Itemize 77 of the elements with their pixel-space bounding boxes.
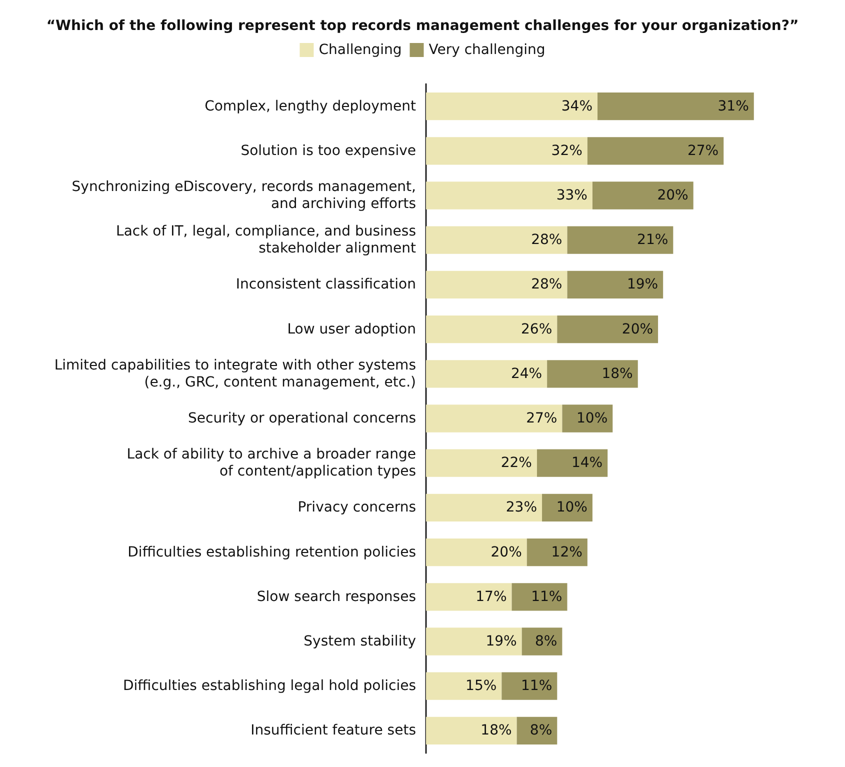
data-label: 10% [556, 500, 588, 516]
data-label: 34% [561, 98, 593, 114]
data-label: 23% [506, 500, 538, 516]
data-label: 18% [602, 366, 633, 382]
data-label: 22% [500, 455, 532, 472]
data-label: 8% [530, 722, 552, 739]
y-tick-label: Lack of IT, legal, compliance, and business stakeholder alignment [116, 224, 416, 257]
data-label: 20% [657, 188, 688, 204]
data-label: 20% [490, 544, 522, 560]
y-tick-label: Complex, lengthy deployment [204, 98, 416, 114]
y-tick-label: Security or operational concerns [188, 410, 416, 426]
y-tick-label: Insufficient feature sets [250, 722, 416, 739]
y-tick-label: Limited capabilities to integrate with other systems (e.g., GRC, content management, etc.) [54, 357, 416, 390]
y-tick-label: Difficulties establishing retention policies [128, 544, 416, 560]
bar [536, 449, 608, 477]
data-label: 10% [576, 410, 608, 426]
bar [547, 360, 638, 388]
bar [542, 494, 592, 522]
y-tick-label: Synchronizing eDiscovery, records management, and archiving efforts [72, 179, 416, 212]
y-tick-label: Solution is too expensive [240, 142, 416, 159]
data-label: 33% [556, 188, 588, 204]
y-tick-label: Difficulties establishing legal hold policies [122, 678, 416, 694]
y-tick-label: Privacy concerns [298, 500, 416, 516]
bar [426, 672, 502, 700]
bar [426, 583, 512, 611]
data-label: 11% [531, 588, 562, 605]
data-label: 18% [480, 722, 512, 739]
bar [567, 270, 664, 299]
bar [426, 226, 568, 254]
bar [567, 226, 674, 254]
bar [512, 583, 568, 611]
bar [426, 538, 527, 566]
data-label: 11% [521, 678, 552, 694]
bar [426, 716, 517, 745]
y-tick-label: Slow search responses [256, 588, 416, 605]
bar [426, 92, 598, 120]
data-label: 15% [466, 678, 497, 694]
data-label: 8% [534, 634, 558, 650]
bar [502, 672, 558, 700]
data-label: 28% [531, 232, 562, 248]
data-label: 26% [521, 321, 552, 338]
bar [426, 494, 542, 522]
data-label: 14% [571, 455, 603, 472]
bar [587, 137, 724, 165]
data-label: 17% [476, 588, 507, 605]
data-label: 27% [687, 142, 719, 159]
bar [557, 315, 658, 344]
bar [426, 404, 562, 432]
bar [522, 628, 562, 656]
bar [592, 182, 694, 210]
chart-title: “Which of the following represent top records management challenges for your organization?” [46, 18, 799, 34]
legend-label: Challenging [318, 42, 402, 58]
data-label: 24% [510, 366, 542, 382]
bar [426, 628, 522, 656]
data-label: 31% [718, 98, 749, 114]
y-tick-label: Inconsistent classification [236, 276, 416, 293]
data-label: 12% [551, 544, 582, 560]
legend-label: Very challenging [428, 42, 546, 58]
data-label: 28% [531, 276, 562, 293]
bar [426, 137, 588, 165]
data-label: 19% [486, 634, 517, 650]
y-tick-label: System stability [304, 634, 416, 650]
data-label: 20% [622, 321, 654, 338]
y-tick-label: Low user adoption [287, 321, 416, 338]
bar [526, 538, 588, 566]
y-tick-label: Lack of ability to archive a broader range of content/application types [126, 446, 416, 480]
bar [562, 404, 613, 432]
bar [426, 315, 558, 344]
data-label: 27% [526, 410, 558, 426]
bar [426, 182, 592, 210]
bar [426, 360, 548, 388]
data-label: 19% [626, 276, 658, 293]
bar [598, 92, 754, 120]
data-label: 21% [637, 232, 668, 248]
bar [426, 449, 537, 477]
bar [426, 270, 568, 299]
data-label: 32% [551, 142, 582, 159]
